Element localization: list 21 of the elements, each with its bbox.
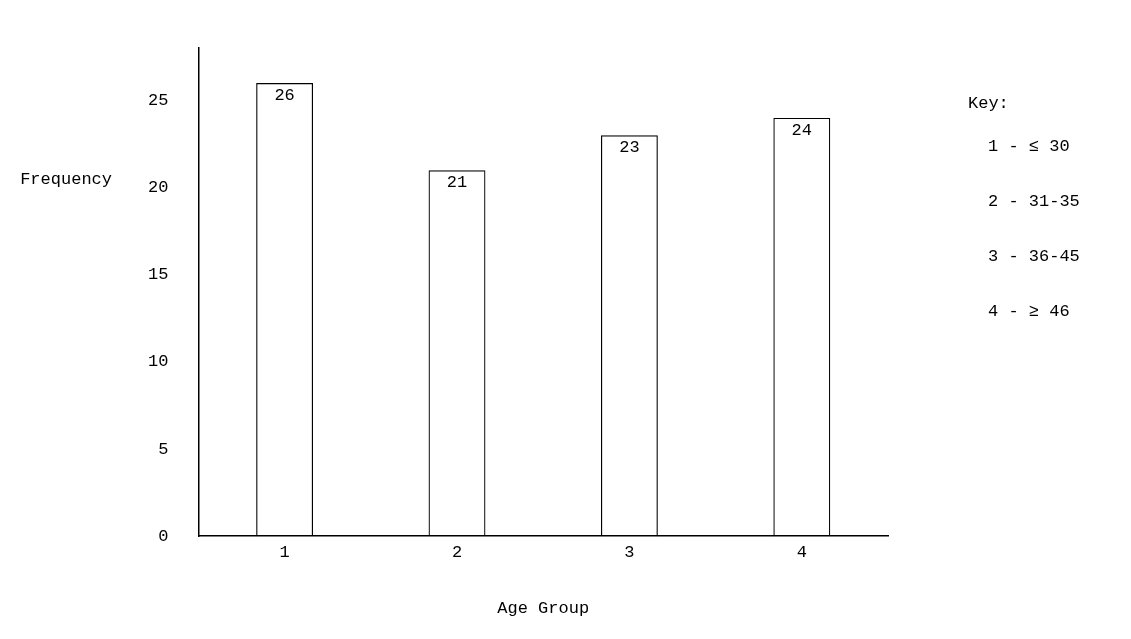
y-tick-label: 25 bbox=[148, 90, 169, 110]
data-label: 21 bbox=[446, 173, 468, 193]
y-tick-label: 15 bbox=[148, 265, 169, 285]
y-tick-label: 5 bbox=[158, 439, 169, 459]
x-tick-label: 2 bbox=[451, 542, 463, 562]
data-label: 24 bbox=[791, 120, 812, 140]
x-axis-title: Age Group bbox=[497, 599, 590, 619]
x-tick-label: 1 bbox=[279, 542, 290, 562]
y-tick-label: 20 bbox=[148, 178, 169, 198]
text: 4 - ≥ 46 bbox=[988, 301, 1070, 321]
text: 3 - 36-45 bbox=[988, 246, 1080, 266]
data-label: 23 bbox=[619, 138, 640, 158]
y-axis-title: Frequency bbox=[20, 170, 112, 190]
y-tick-label: 0 bbox=[158, 526, 169, 546]
data-label: 26 bbox=[274, 86, 295, 106]
x-tick-label: 3 bbox=[624, 542, 635, 562]
text: Key: bbox=[968, 93, 1009, 113]
y-tick-label: 10 bbox=[148, 352, 169, 372]
text: 1 - ≤ 30 bbox=[988, 136, 1070, 156]
x-tick-label: 4 bbox=[796, 542, 807, 562]
text: 2 - 31-35 bbox=[988, 191, 1080, 211]
